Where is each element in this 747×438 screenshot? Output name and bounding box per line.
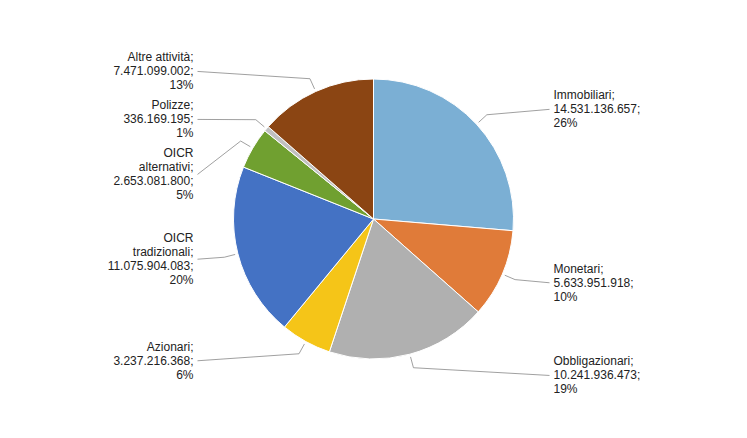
slice-label: OICRtradizionali;11.075.904.083;20% bbox=[108, 231, 194, 287]
slice-label-line: 7.471.099.002; bbox=[113, 64, 193, 78]
pie-wedge bbox=[268, 79, 373, 219]
slice-label: Monetari;5.633.951.918;10% bbox=[554, 262, 634, 304]
slice-label: Polizze;336.169.195;1% bbox=[123, 98, 193, 140]
leader-line bbox=[198, 71, 315, 88]
chart-container: Immobiliari;14.531.136.657;26%Monetari;5… bbox=[0, 0, 747, 438]
slice-label-line: OICR bbox=[164, 146, 194, 160]
leader-line bbox=[479, 109, 550, 122]
slice-label-line: 2.653.081.800; bbox=[113, 174, 193, 188]
slice-label-line: Polizze; bbox=[151, 98, 193, 112]
slice-label-line: 26% bbox=[554, 116, 578, 130]
slice-label-line: 336.169.195; bbox=[123, 112, 193, 126]
slice-label-line: Immobiliari; bbox=[554, 88, 615, 102]
wedges bbox=[233, 79, 513, 359]
slice-label-line: 5.633.951.918; bbox=[554, 276, 634, 290]
slice-label-line: tradizionali; bbox=[133, 245, 194, 259]
slice-label-line: 6% bbox=[176, 368, 194, 382]
slice-label: Obbligazionari;10.241.936.473;19% bbox=[554, 354, 641, 396]
slice-label: Altre attività;7.471.099.002;13% bbox=[113, 50, 193, 92]
leader-line bbox=[198, 141, 251, 174]
slice-label-line: 20% bbox=[169, 273, 193, 287]
leader-line bbox=[505, 275, 550, 283]
leader-line bbox=[198, 344, 305, 361]
slice-label-line: 13% bbox=[169, 78, 193, 92]
slice-label-line: Obbligazionari; bbox=[554, 354, 634, 368]
slice-label-line: 11.075.904.083; bbox=[108, 259, 194, 273]
slice-label-line: 19% bbox=[554, 382, 578, 396]
slice-label-line: alternativi; bbox=[139, 160, 194, 174]
leader-line bbox=[411, 357, 550, 376]
slice-label-line: 5% bbox=[176, 188, 194, 202]
leader-lines bbox=[198, 71, 550, 375]
slice-label: Immobiliari;14.531.136.657;26% bbox=[554, 88, 641, 130]
slice-label-line: Altre attività; bbox=[127, 50, 193, 64]
slice-label-line: OICR bbox=[164, 231, 194, 245]
slice-label-line: 1% bbox=[176, 126, 194, 140]
slice-label: Azionari;3.237.216.368;6% bbox=[113, 340, 193, 382]
slice-label-line: 14.531.136.657; bbox=[554, 102, 641, 116]
slice-label-line: 10% bbox=[554, 290, 578, 304]
labels: Immobiliari;14.531.136.657;26%Monetari;5… bbox=[108, 50, 641, 396]
slice-label-line: Monetari; bbox=[554, 262, 604, 276]
leader-line bbox=[198, 119, 265, 126]
slice-label-line: 3.237.216.368; bbox=[113, 354, 193, 368]
slice-label: OICRalternativi;2.653.081.800;5% bbox=[113, 146, 193, 202]
chart-svg: Immobiliari;14.531.136.657;26%Monetari;5… bbox=[0, 0, 747, 438]
leader-line bbox=[198, 254, 236, 259]
slice-label-line: 10.241.936.473; bbox=[554, 368, 641, 382]
pie-wedge bbox=[374, 79, 514, 231]
slice-label-line: Azionari; bbox=[147, 340, 194, 354]
